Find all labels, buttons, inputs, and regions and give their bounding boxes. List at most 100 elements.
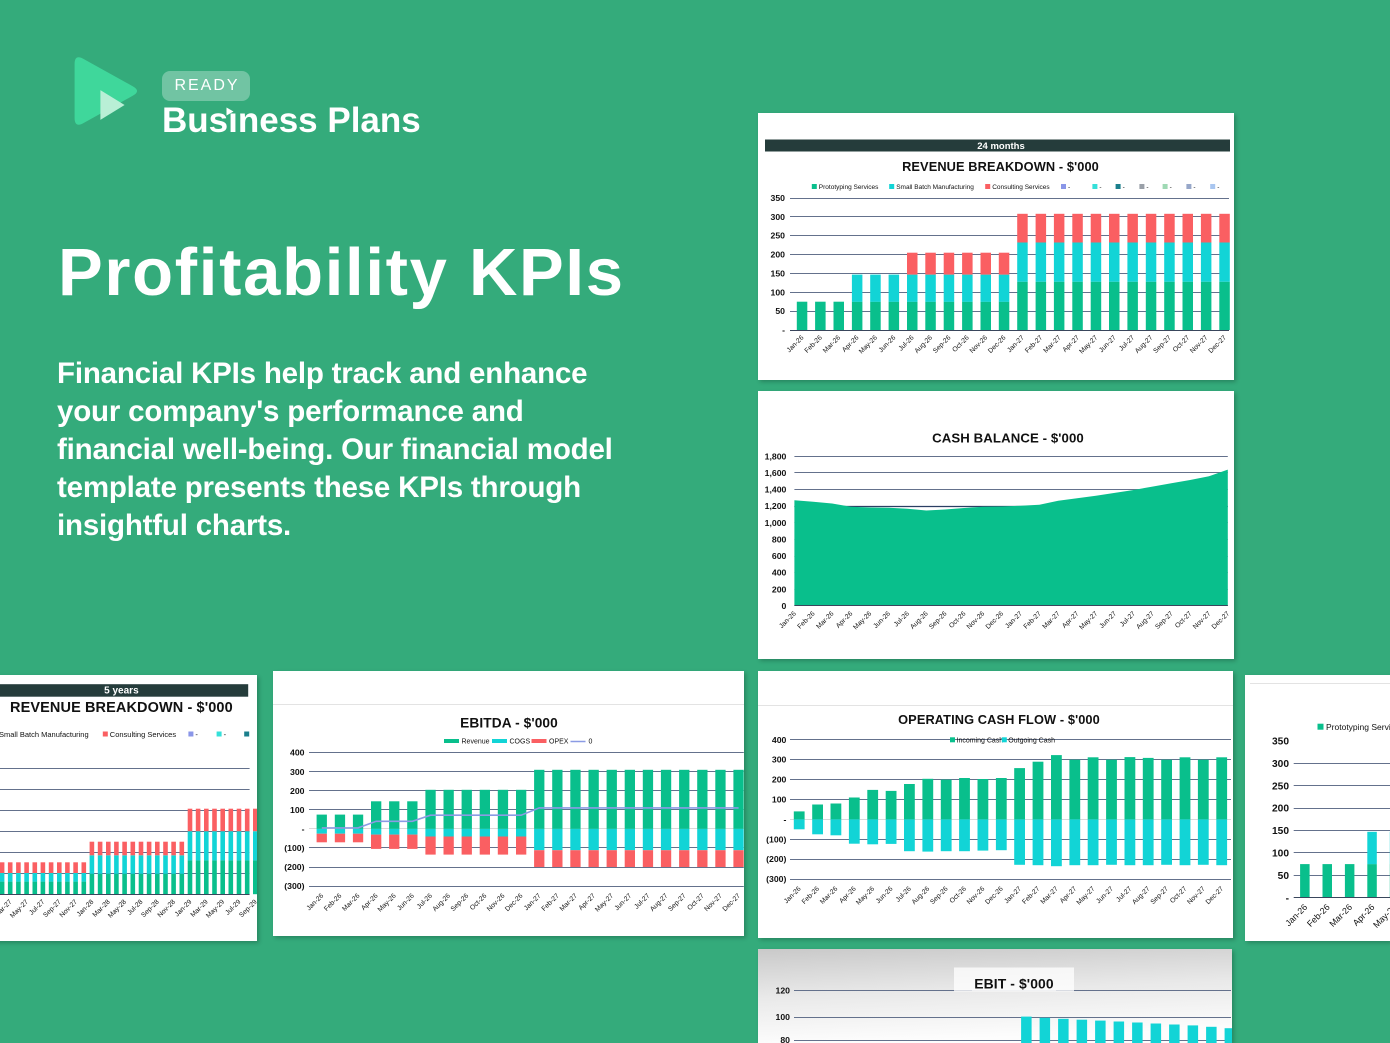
svg-text:150: 150 (771, 268, 786, 278)
svg-text:May-27: May-27 (1076, 885, 1097, 906)
svg-text:REVENUE BREAKDOWN - $'000: REVENUE BREAKDOWN - $'000 (902, 159, 1099, 174)
svg-text:CASH BALANCE - $'000: CASH BALANCE - $'000 (932, 430, 1084, 445)
svg-text:24 months: 24 months (977, 141, 1025, 152)
svg-text:Dec-27: Dec-27 (1205, 885, 1226, 906)
svg-text:Aug-26: Aug-26 (914, 334, 935, 355)
svg-text:-: - (1123, 184, 1125, 191)
svg-text:Jan-26: Jan-26 (783, 885, 803, 905)
svg-text:Aug-26: Aug-26 (911, 885, 932, 906)
svg-text:300: 300 (771, 212, 786, 222)
svg-text:Aug-26: Aug-26 (909, 610, 930, 631)
svg-text:Feb-26: Feb-26 (1305, 901, 1332, 928)
svg-text:200: 200 (772, 775, 787, 785)
svg-text:Jun-26: Jun-26 (878, 334, 898, 354)
svg-text:May-27: May-27 (1078, 610, 1099, 631)
svg-text:Nov-26: Nov-26 (966, 885, 987, 906)
svg-text:-: - (195, 730, 198, 739)
svg-text:1,600: 1,600 (765, 468, 787, 478)
svg-text:May-28: May-28 (107, 898, 128, 919)
svg-text:200: 200 (1272, 803, 1289, 814)
svg-text:Dec-26: Dec-26 (985, 610, 1006, 631)
svg-text:400: 400 (772, 735, 787, 745)
svg-text:-: - (1099, 184, 1101, 191)
svg-text:Outgoing Cash: Outgoing Cash (1008, 737, 1055, 744)
svg-text:Mar-27: Mar-27 (1042, 334, 1062, 354)
svg-text:Mar-27: Mar-27 (1041, 610, 1061, 630)
svg-text:50: 50 (775, 306, 785, 316)
svg-text:OPEX: OPEX (549, 738, 569, 745)
svg-text:Dec-27: Dec-27 (1207, 334, 1228, 355)
svg-text:Mar-26: Mar-26 (341, 892, 361, 912)
svg-text:-: - (1146, 184, 1148, 191)
svg-text:Jan-26: Jan-26 (1284, 901, 1310, 927)
svg-text:Nov-26: Nov-26 (969, 334, 990, 355)
svg-text:(200): (200) (766, 854, 786, 864)
svg-text:Nov-28: Nov-28 (157, 898, 178, 919)
svg-text:Feb-26: Feb-26 (801, 885, 821, 905)
svg-text:Feb-26: Feb-26 (796, 610, 816, 630)
svg-text:Aug-27: Aug-27 (1131, 885, 1152, 906)
svg-text:Feb-26: Feb-26 (323, 892, 343, 912)
svg-text:Mar-27: Mar-27 (559, 892, 579, 912)
svg-text:Dec-26: Dec-26 (504, 892, 525, 913)
svg-text:-: - (782, 325, 785, 335)
svg-text:200: 200 (771, 250, 786, 260)
svg-text:350: 350 (771, 193, 786, 203)
svg-text:Sep-26: Sep-26 (450, 892, 471, 913)
svg-text:120: 120 (776, 985, 791, 995)
svg-text:100: 100 (776, 1012, 791, 1022)
svg-text:200: 200 (290, 785, 305, 795)
svg-text:350: 350 (1272, 736, 1289, 747)
svg-text:100: 100 (772, 795, 787, 805)
svg-text:300: 300 (290, 766, 305, 776)
svg-text:Oct-26: Oct-26 (949, 885, 969, 905)
svg-text:Small Batch Manufacturing: Small Batch Manufacturing (0, 730, 89, 739)
svg-text:Jun-27: Jun-27 (1098, 610, 1118, 630)
svg-text:0: 0 (589, 738, 593, 745)
svg-text:300: 300 (1272, 758, 1289, 769)
svg-text:Aug-27: Aug-27 (1134, 334, 1155, 355)
svg-text:Jan-27: Jan-27 (1003, 885, 1023, 905)
svg-text:Sep-29: Sep-29 (238, 898, 257, 919)
svg-text:Revenue: Revenue (462, 738, 490, 745)
svg-text:-: - (1286, 893, 1289, 904)
svg-text:Feb-27: Feb-27 (1023, 610, 1043, 630)
svg-text:May-26: May-26 (1371, 901, 1390, 929)
svg-text:Nov-26: Nov-26 (966, 610, 987, 631)
svg-text:Sep-26: Sep-26 (929, 885, 950, 906)
svg-text:May-26: May-26 (377, 892, 398, 913)
svg-text:600: 600 (772, 551, 787, 561)
svg-text:800: 800 (772, 534, 787, 544)
svg-text:Mar-26: Mar-26 (815, 610, 835, 630)
svg-text:May-26: May-26 (852, 610, 873, 631)
svg-text:80: 80 (780, 1035, 790, 1043)
svg-text:Dec-26: Dec-26 (984, 885, 1005, 906)
svg-text:Mar-27: Mar-27 (1040, 885, 1060, 905)
svg-text:100: 100 (771, 287, 786, 297)
svg-text:May-27: May-27 (1078, 334, 1099, 355)
svg-text:(200): (200) (284, 862, 304, 872)
svg-text:Mar-26: Mar-26 (1328, 901, 1355, 928)
svg-text:Mar-26: Mar-26 (822, 334, 842, 354)
svg-text:Dec-27: Dec-27 (722, 892, 743, 913)
svg-text:Sep-27: Sep-27 (1150, 885, 1171, 906)
svg-text:Jan-26: Jan-26 (778, 610, 798, 630)
svg-text:100: 100 (290, 804, 305, 814)
svg-text:Sep-27: Sep-27 (1154, 610, 1175, 631)
svg-text:Consulting Services: Consulting Services (110, 730, 177, 739)
svg-text:Prototyping Services: Prototyping Services (1326, 722, 1390, 732)
svg-text:1,400: 1,400 (765, 485, 787, 495)
svg-text:Jun-27: Jun-27 (614, 892, 634, 912)
svg-text:Nov-27: Nov-27 (1189, 334, 1210, 355)
svg-text:Nov-27: Nov-27 (1192, 610, 1213, 631)
svg-text:-: - (1068, 184, 1070, 191)
svg-text:Dec-26: Dec-26 (987, 334, 1008, 355)
svg-text:May-27: May-27 (9, 898, 30, 919)
svg-text:-: - (1193, 184, 1195, 191)
svg-text:REVENUE BREAKDOWN - $'000: REVENUE BREAKDOWN - $'000 (10, 699, 233, 715)
svg-text:250: 250 (771, 231, 786, 241)
svg-text:Feb-27: Feb-27 (1021, 885, 1041, 905)
svg-text:Sep-27: Sep-27 (667, 892, 688, 913)
svg-text:Feb-27: Feb-27 (1024, 334, 1044, 354)
svg-text:Feb-27: Feb-27 (541, 892, 561, 912)
